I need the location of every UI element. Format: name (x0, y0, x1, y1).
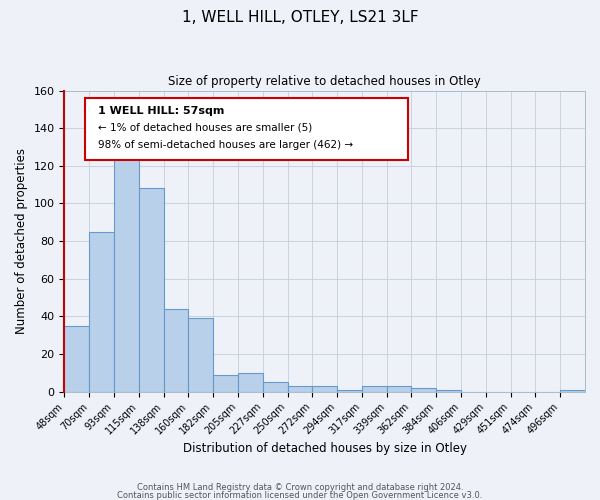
Bar (287, 386, 313, 392)
Text: 1, WELL HILL, OTLEY, LS21 3LF: 1, WELL HILL, OTLEY, LS21 3LF (182, 10, 418, 25)
Text: Contains HM Land Registry data © Crown copyright and database right 2024.: Contains HM Land Registry data © Crown c… (137, 484, 463, 492)
Text: 1 WELL HILL: 57sqm: 1 WELL HILL: 57sqm (98, 106, 224, 116)
Bar (560, 390, 585, 392)
Text: 98% of semi-detached houses are larger (462) →: 98% of semi-detached houses are larger (… (98, 140, 353, 150)
Bar (362, 386, 386, 392)
FancyBboxPatch shape (85, 98, 408, 160)
Bar (238, 373, 263, 392)
Bar (337, 390, 362, 392)
Bar (64, 326, 89, 392)
Bar (139, 188, 164, 392)
Title: Size of property relative to detached houses in Otley: Size of property relative to detached ho… (169, 75, 481, 88)
Y-axis label: Number of detached properties: Number of detached properties (15, 148, 28, 334)
Bar (436, 390, 461, 392)
Bar (213, 375, 238, 392)
Text: ← 1% of detached houses are smaller (5): ← 1% of detached houses are smaller (5) (98, 123, 313, 133)
X-axis label: Distribution of detached houses by size in Otley: Distribution of detached houses by size … (183, 442, 467, 455)
Bar (164, 309, 188, 392)
Bar (412, 388, 436, 392)
Bar (89, 232, 114, 392)
Bar (263, 382, 287, 392)
Bar (386, 386, 412, 392)
Text: Contains public sector information licensed under the Open Government Licence v3: Contains public sector information licen… (118, 490, 482, 500)
Bar (114, 147, 139, 392)
Bar (188, 318, 213, 392)
Bar (313, 386, 337, 392)
